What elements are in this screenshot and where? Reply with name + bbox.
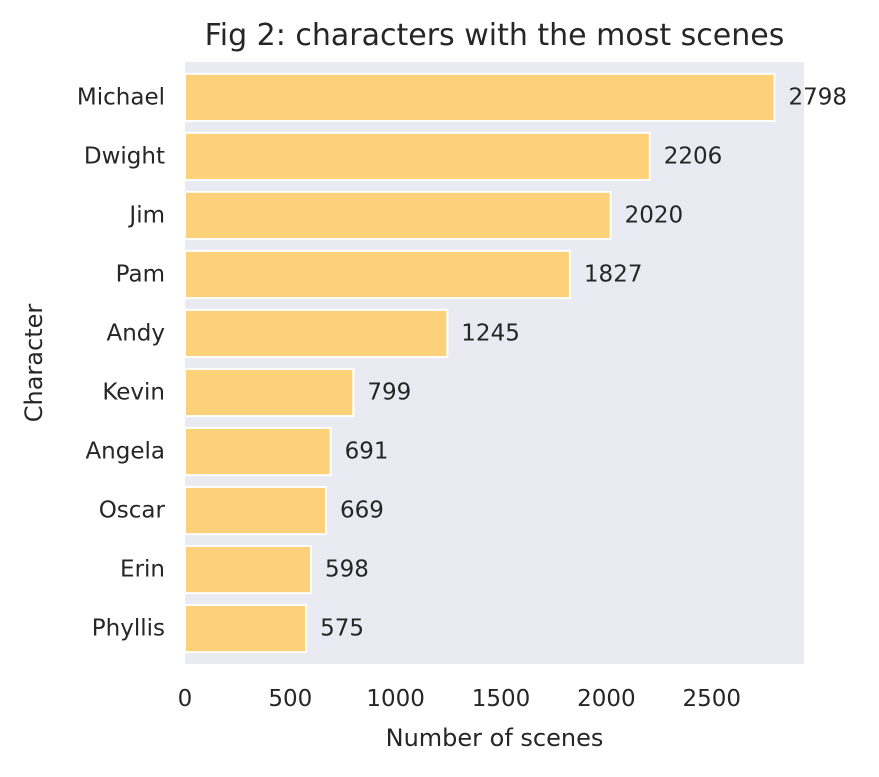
- bar-oscar: [184, 485, 327, 536]
- x-tick-label: 1500: [472, 686, 531, 712]
- data-label: 575: [320, 616, 364, 642]
- x-tick-label: 500: [268, 686, 312, 712]
- y-tick-label: Andy: [106, 320, 165, 346]
- data-labels: 2798 2206 2020 1827 1245 799 691 669 598 575: [320, 84, 847, 641]
- bar-pam: [184, 249, 571, 300]
- y-tick-labels: Michael Dwight Jim Pam Andy Kevin Angela Oscar E…: [77, 84, 166, 641]
- bar-angela: [184, 426, 332, 477]
- bar-andy: [184, 308, 449, 359]
- data-label: 2798: [789, 84, 848, 110]
- data-label: 691: [345, 439, 389, 465]
- chart-title: Fig 2: characters with the most scenes: [205, 18, 785, 53]
- x-tick-label: 2500: [682, 686, 741, 712]
- bar-erin: [184, 544, 312, 595]
- x-tick-label: 0: [178, 686, 193, 712]
- bars-layer: [184, 72, 776, 654]
- x-tick-labels: 0 500 1000 1500 2000 2500: [178, 686, 741, 712]
- bar-phyllis: [184, 603, 308, 654]
- data-label: 2206: [664, 143, 723, 169]
- bar-dwight: [184, 131, 651, 182]
- bar-jim: [184, 190, 612, 241]
- y-tick-label: Kevin: [102, 380, 165, 406]
- x-tick-label: 2000: [577, 686, 636, 712]
- data-label: 799: [367, 380, 411, 406]
- data-label: 1245: [461, 320, 520, 346]
- x-axis-label: Number of scenes: [386, 724, 604, 752]
- y-tick-label: Angela: [85, 439, 165, 465]
- data-label: 598: [325, 557, 369, 583]
- bar-michael: [184, 72, 776, 123]
- y-tick-label: Pam: [116, 261, 165, 287]
- y-tick-label: Dwight: [84, 143, 165, 169]
- data-label: 669: [340, 498, 384, 524]
- y-axis-label: Character: [20, 304, 48, 423]
- x-tick-label: 1000: [366, 686, 425, 712]
- data-label: 2020: [625, 202, 684, 228]
- y-tick-label: Phyllis: [92, 616, 165, 642]
- y-tick-label: Erin: [120, 557, 165, 583]
- bar-kevin: [184, 367, 355, 418]
- y-tick-label: Michael: [77, 84, 165, 110]
- data-label: 1827: [584, 261, 643, 287]
- y-tick-label: Oscar: [99, 498, 166, 524]
- y-tick-label: Jim: [127, 202, 165, 228]
